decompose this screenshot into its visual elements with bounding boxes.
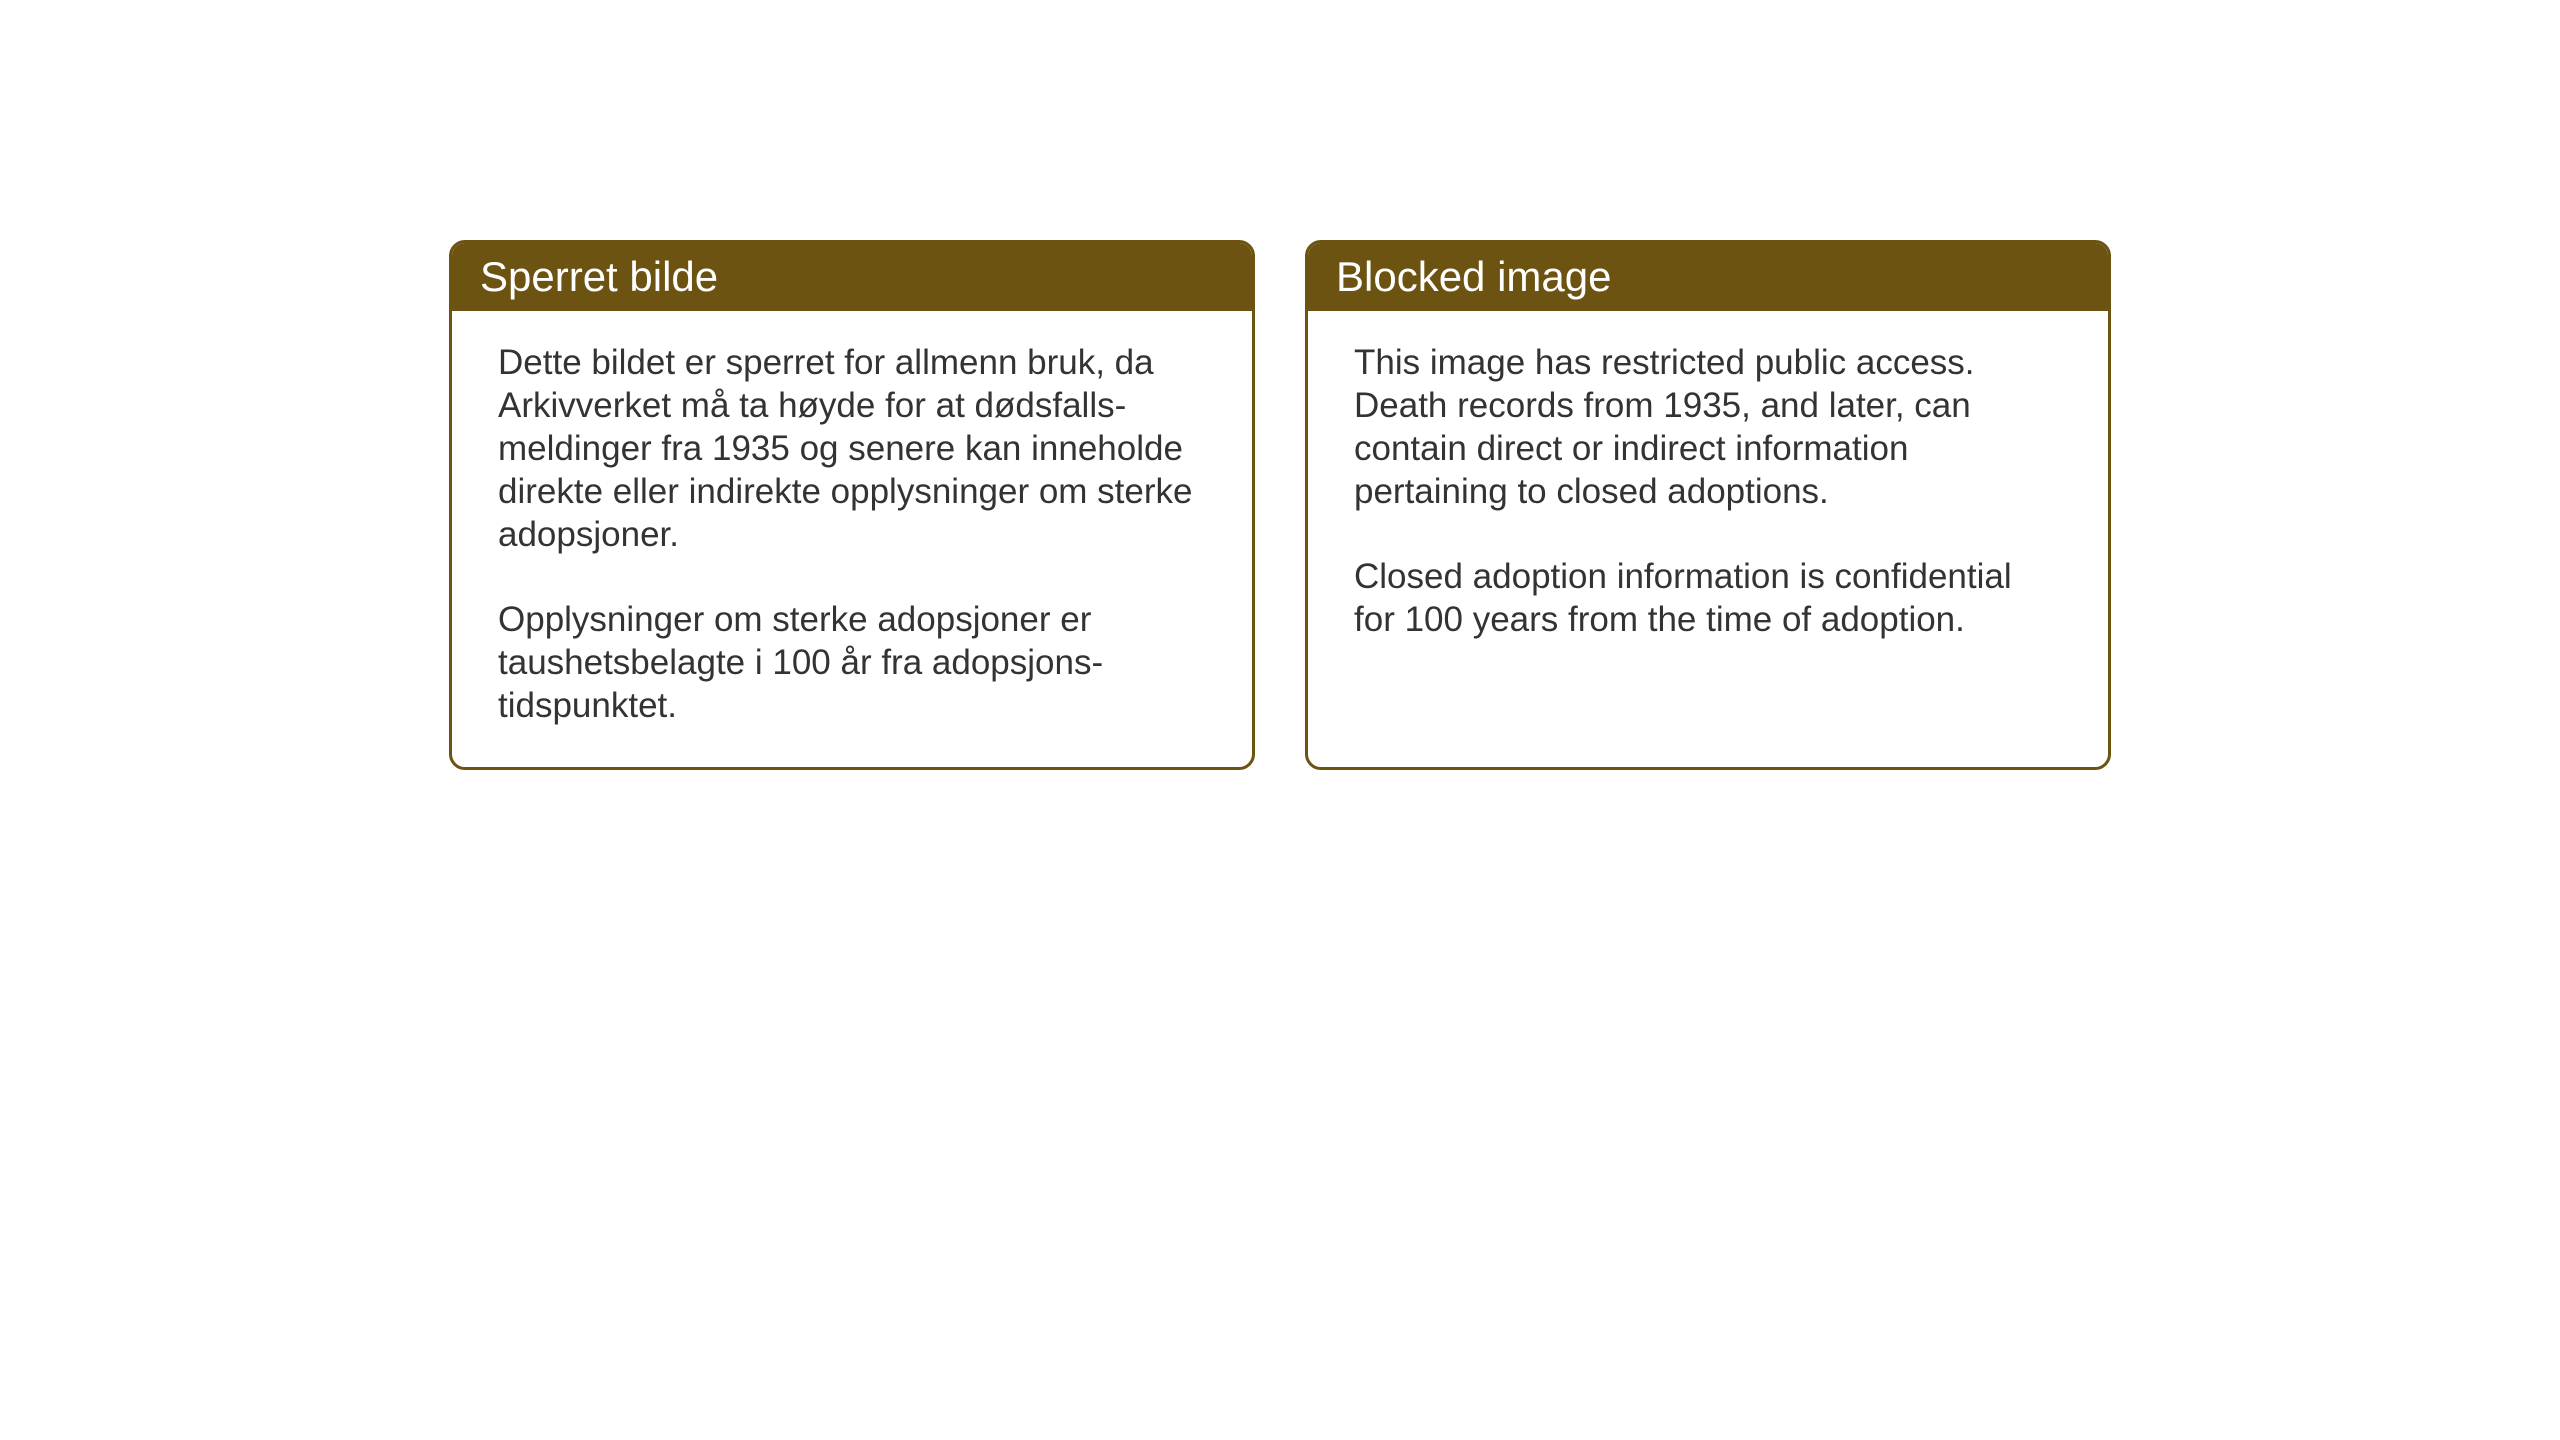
- card-paragraph2-english: Closed adoption information is confident…: [1354, 555, 2062, 641]
- card-title-norwegian: Sperret bilde: [480, 253, 718, 300]
- card-container: Sperret bilde Dette bildet er sperret fo…: [449, 240, 2111, 770]
- card-header-norwegian: Sperret bilde: [452, 243, 1252, 311]
- card-paragraph2-norwegian: Opplysninger om sterke adopsjoner er tau…: [498, 598, 1206, 727]
- card-norwegian: Sperret bilde Dette bildet er sperret fo…: [449, 240, 1255, 770]
- card-paragraph1-norwegian: Dette bildet er sperret for allmenn bruk…: [498, 341, 1206, 556]
- card-body-norwegian: Dette bildet er sperret for allmenn bruk…: [452, 311, 1252, 767]
- card-paragraph1-english: This image has restricted public access.…: [1354, 341, 2062, 513]
- card-title-english: Blocked image: [1336, 253, 1611, 300]
- card-english: Blocked image This image has restricted …: [1305, 240, 2111, 770]
- card-header-english: Blocked image: [1308, 243, 2108, 311]
- card-body-english: This image has restricted public access.…: [1308, 311, 2108, 751]
